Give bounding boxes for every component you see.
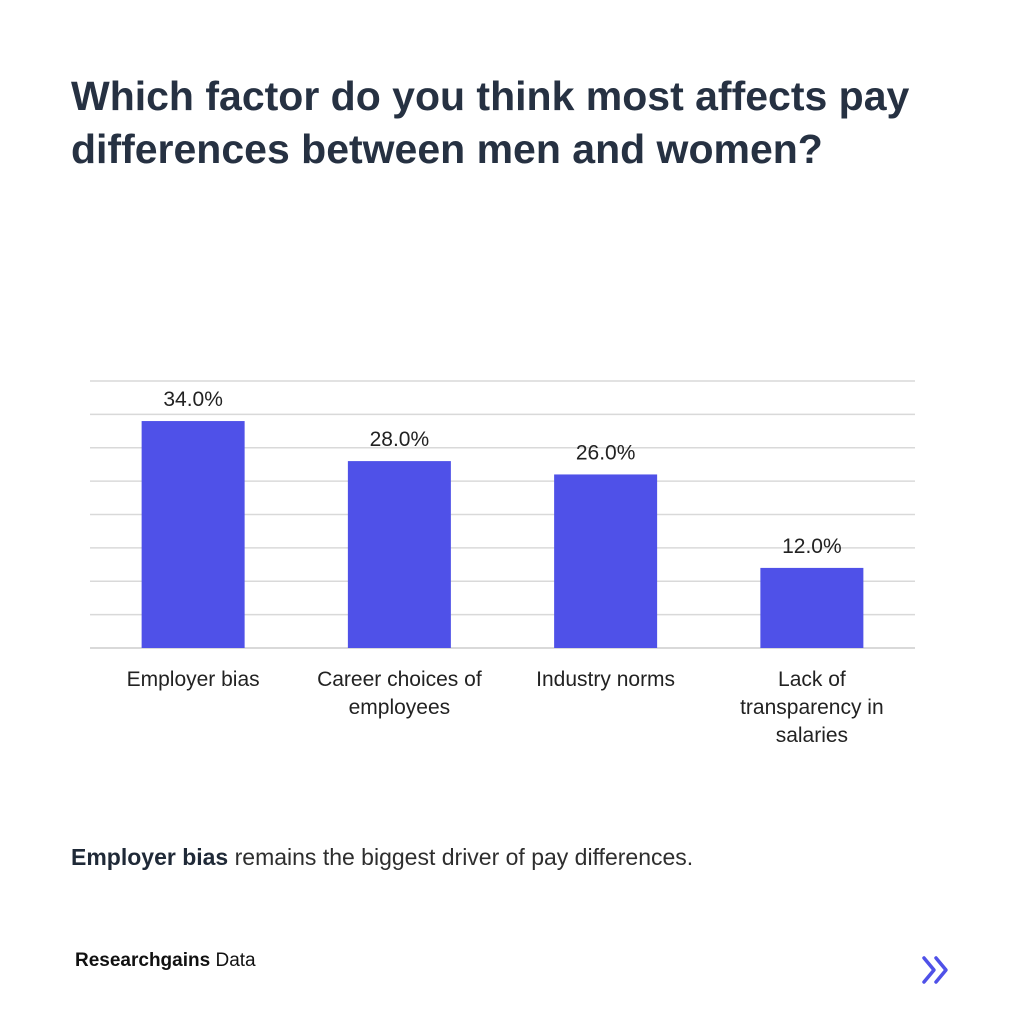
bar [347, 461, 451, 648]
data-label: 12.0% [782, 535, 842, 558]
x-tick-label: Industry norms [536, 668, 675, 691]
caption-highlight: Employer bias [71, 844, 229, 870]
bar [554, 474, 658, 648]
chevron-double-right-icon [922, 956, 948, 984]
x-tick-label-line: employees [349, 696, 451, 719]
caption-text: remains the biggest driver of pay differ… [228, 844, 694, 870]
next-button[interactable] [918, 950, 958, 990]
brand-suffix: Data [210, 950, 256, 971]
page-title: Which factor do you think most affects p… [71, 73, 910, 172]
x-tick-label-line: Employer bias [127, 668, 260, 691]
x-tick-label-line: Lack of [778, 668, 846, 691]
data-label: 26.0% [576, 441, 636, 464]
x-tick-label-line: Career choices of [317, 668, 482, 691]
x-tick-label: Lack of transparency in salaries [740, 668, 884, 747]
x-tick-label-line: salaries [776, 724, 848, 747]
data-label: 28.0% [370, 428, 430, 451]
x-tick-label-line: transparency in [740, 696, 884, 719]
chart-labels: 34.0% Employer bias 28.0% Career choices of… [127, 388, 884, 747]
bar [141, 421, 245, 648]
brand-footer: Researchgains Data [75, 950, 256, 972]
x-tick-label: Employer bias [127, 668, 260, 691]
data-label: 34.0% [163, 388, 223, 411]
bar [760, 567, 864, 648]
chart-bars [141, 421, 864, 648]
caption: Employer bias remains the biggest driver… [71, 844, 951, 871]
x-tick-label-line: Industry norms [536, 668, 675, 691]
x-tick-label: Career choices of employees [317, 668, 482, 719]
brand-name: Researchgains [75, 950, 211, 971]
